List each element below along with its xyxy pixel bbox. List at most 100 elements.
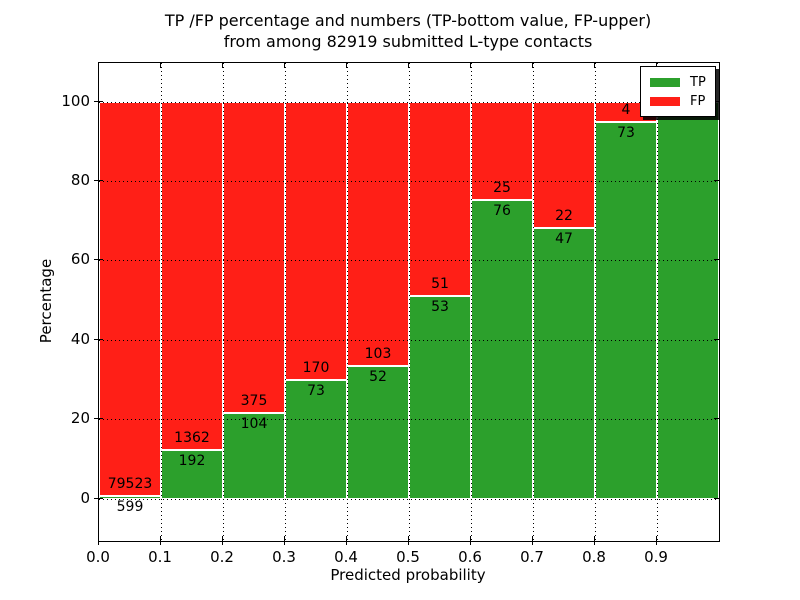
fp-bar xyxy=(161,101,223,450)
x-tick-mark xyxy=(532,536,533,545)
vertical-gridline xyxy=(657,63,658,541)
fp-count-label: 103 xyxy=(364,345,392,362)
horizontal-gridline xyxy=(99,339,719,341)
x-tick-label: 0.6 xyxy=(458,548,482,566)
tp-count-label: 599 xyxy=(116,498,144,515)
vertical-gridline xyxy=(161,63,162,541)
tp-count-label: 47 xyxy=(555,231,573,248)
fp-count-label: 1362 xyxy=(174,429,210,446)
tp-count-label: 104 xyxy=(240,415,268,432)
x-tick-mark xyxy=(284,536,285,545)
x-tick-mark xyxy=(160,536,161,545)
y-tick-mark xyxy=(94,418,103,420)
vertical-gridline xyxy=(409,63,410,541)
x-tick-mark-top xyxy=(470,63,471,68)
tp-legend-swatch xyxy=(650,78,680,87)
vertical-gridline xyxy=(595,63,596,541)
tp-bar xyxy=(409,296,471,499)
vertical-gridline xyxy=(533,63,534,541)
tp-count-label: 73 xyxy=(617,125,635,142)
chart-title: TP /FP percentage and numbers (TP-bottom… xyxy=(98,10,718,52)
tp-count-label: 76 xyxy=(493,202,511,219)
tp-bar xyxy=(595,122,657,499)
x-tick-mark-top xyxy=(222,63,223,68)
fp-bar xyxy=(285,101,347,380)
y-tick-label: 20 xyxy=(70,409,90,428)
x-tick-label: 0.2 xyxy=(210,548,234,566)
horizontal-gridline xyxy=(99,260,719,262)
fp-count-label: 22 xyxy=(555,208,573,225)
vertical-gridline xyxy=(471,63,472,541)
tp-bar xyxy=(347,365,409,499)
x-tick-mark xyxy=(408,536,409,545)
x-tick-label: 0.1 xyxy=(148,548,172,566)
x-tick-mark-top xyxy=(346,63,347,68)
y-tick-label: 60 xyxy=(70,250,90,269)
y-tick-mark xyxy=(94,100,103,102)
y-tick-mark-right xyxy=(714,418,719,420)
y-tick-mark-right xyxy=(714,259,719,261)
y-tick-mark xyxy=(94,180,103,181)
fp-legend-swatch xyxy=(650,97,680,106)
legend-entry-label: FP xyxy=(690,94,706,109)
legend-entry: TP xyxy=(650,73,706,92)
fp-count-label: 375 xyxy=(240,392,268,409)
x-tick-label: 0.5 xyxy=(396,548,420,566)
tp-count-label: 192 xyxy=(178,452,206,469)
tp-bar xyxy=(99,495,161,499)
x-tick-mark xyxy=(470,536,471,545)
y-tick-mark-right xyxy=(714,180,719,181)
y-tick-label: 100 xyxy=(61,91,90,110)
x-tick-label: 0.8 xyxy=(582,548,606,566)
x-tick-mark-top xyxy=(408,63,409,68)
plot-area: 79523 599 1362 192 375 104 170 73 103 52 51 53 25 76 2… xyxy=(98,62,720,542)
tp-bar xyxy=(223,412,285,499)
y-tick-label: 80 xyxy=(70,171,90,189)
y-axis-label: Percentage xyxy=(37,258,55,344)
fp-count-label: 79523 xyxy=(107,475,153,492)
fp-bar xyxy=(347,101,409,366)
x-tick-mark-top xyxy=(532,63,533,68)
tp-bar xyxy=(285,379,347,499)
x-tick-label: 0.7 xyxy=(520,548,544,566)
horizontal-gridline xyxy=(99,419,719,421)
vertical-gridline xyxy=(347,63,348,541)
tp-count-label: 53 xyxy=(431,299,449,316)
x-tick-mark-top xyxy=(656,63,657,68)
horizontal-gridline xyxy=(99,181,719,182)
vertical-gridline xyxy=(285,63,286,541)
x-tick-label: 0.4 xyxy=(334,548,358,566)
x-tick-mark-top xyxy=(160,63,161,68)
x-tick-label: 0.3 xyxy=(272,548,296,566)
horizontal-gridline xyxy=(99,498,719,500)
tp-bar xyxy=(657,101,719,499)
y-tick-mark xyxy=(94,259,103,261)
x-tick-mark-top xyxy=(98,63,99,68)
y-tick-mark xyxy=(94,497,103,499)
tp-count-label: 73 xyxy=(307,382,325,399)
fp-bar xyxy=(409,101,471,297)
chart-title-line1: TP /FP percentage and numbers (TP-bottom… xyxy=(164,11,652,30)
x-tick-mark xyxy=(222,536,223,545)
x-tick-mark xyxy=(594,536,595,545)
x-tick-mark xyxy=(656,536,657,545)
fp-count-label: 170 xyxy=(302,359,330,376)
x-tick-mark-top xyxy=(284,63,285,68)
tp-bar xyxy=(471,199,533,499)
x-tick-mark-top xyxy=(594,63,595,68)
fp-bar xyxy=(99,101,161,496)
x-axis-label: Predicted probability xyxy=(330,566,486,584)
fp-bar xyxy=(471,101,533,200)
legend-entry: FP xyxy=(650,92,706,111)
horizontal-gridline xyxy=(99,101,719,103)
y-tick-mark-right xyxy=(714,338,719,340)
fp-count-label: 4 xyxy=(621,102,631,119)
x-tick-mark xyxy=(346,536,347,545)
x-tick-label: 0.0 xyxy=(86,548,110,566)
vertical-gridline xyxy=(223,63,224,541)
x-tick-label: 0.9 xyxy=(644,548,668,566)
y-tick-mark-right xyxy=(714,497,719,499)
y-tick-mark-right xyxy=(714,100,719,102)
fp-count-label: 25 xyxy=(493,179,511,196)
